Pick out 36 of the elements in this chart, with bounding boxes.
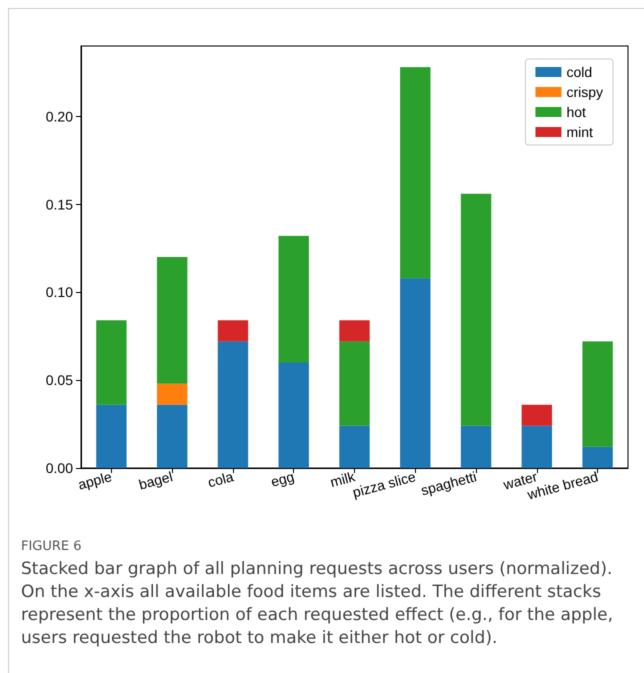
bar — [460, 426, 492, 468]
bar — [156, 384, 188, 405]
x-tick-label: apple — [76, 468, 114, 493]
x-tick-label: bagel — [137, 468, 174, 493]
x-tick-label: egg — [269, 468, 296, 490]
y-tick-label: 0.15 — [46, 196, 74, 212]
bar — [96, 320, 127, 405]
bar — [278, 362, 309, 468]
x-tick-label: cola — [206, 468, 236, 490]
bar — [582, 341, 613, 447]
y-tick-label: 0.20 — [46, 108, 74, 124]
legend-label: hot — [566, 104, 586, 120]
y-tick-label: 0.05 — [46, 372, 74, 388]
bar — [522, 404, 552, 426]
bar — [96, 404, 127, 468]
text: Stacked bar graph of all planning requests across users (normalized). On the x-axis all available food items are listed. The different stacks represent the proportion of each requested effect (e.g., for the apple, users requested the robot to make it either hot or cold). — [21, 558, 614, 650]
bar — [400, 278, 430, 468]
bar — [339, 426, 370, 468]
bar — [582, 446, 613, 468]
bar — [522, 426, 552, 468]
x-tick-label: milk — [328, 468, 358, 490]
bar — [400, 67, 430, 278]
legend-label: mint — [566, 124, 593, 140]
legend-label: crispy — [566, 84, 604, 100]
bar — [339, 341, 370, 426]
y-tick-label: 0.10 — [46, 284, 74, 300]
bar — [339, 320, 370, 342]
bar — [218, 320, 248, 342]
bar — [460, 194, 492, 426]
y-tick-label: 0.00 — [46, 460, 74, 476]
bar — [218, 341, 248, 468]
legend-label: cold — [566, 64, 592, 80]
caption: FIGURE 6 — [21, 539, 83, 554]
bar — [156, 404, 188, 468]
bar — [278, 236, 309, 362]
bar — [156, 257, 188, 384]
